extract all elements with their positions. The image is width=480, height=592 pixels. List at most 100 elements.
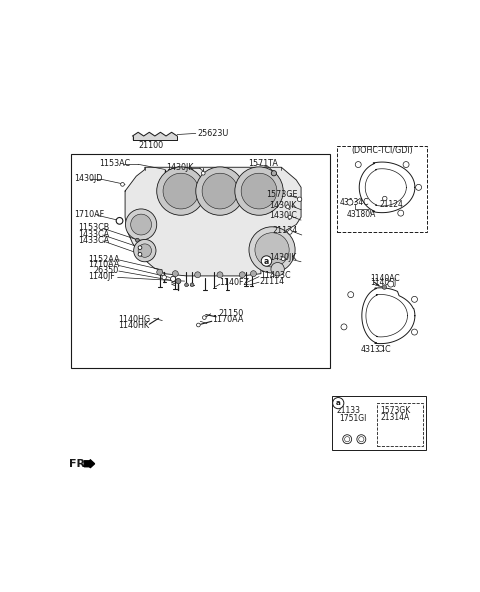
Circle shape: [416, 184, 421, 191]
Text: a: a: [336, 400, 341, 406]
Circle shape: [403, 162, 409, 168]
Text: 21150: 21150: [218, 308, 243, 317]
Circle shape: [271, 262, 284, 276]
Polygon shape: [125, 169, 301, 195]
Text: 21100: 21100: [139, 141, 164, 150]
Text: 1430JK: 1430JK: [166, 163, 193, 172]
Text: 1433CA: 1433CA: [78, 236, 109, 244]
Text: 21124: 21124: [380, 200, 404, 208]
Text: 1140JF: 1140JF: [88, 272, 115, 281]
Circle shape: [185, 283, 188, 287]
Text: 1140HG: 1140HG: [118, 316, 150, 324]
Circle shape: [163, 173, 199, 209]
Circle shape: [249, 227, 295, 273]
Bar: [71, 154, 330, 368]
Circle shape: [348, 292, 354, 298]
Text: 1573GE: 1573GE: [266, 189, 298, 198]
Circle shape: [120, 182, 124, 186]
Polygon shape: [359, 162, 415, 213]
Text: 1430JK: 1430JK: [269, 201, 297, 210]
Circle shape: [398, 210, 404, 216]
Circle shape: [241, 173, 277, 209]
Circle shape: [195, 272, 201, 278]
Text: 1153AC: 1153AC: [99, 159, 131, 168]
Circle shape: [240, 272, 245, 278]
Circle shape: [341, 324, 347, 330]
Circle shape: [378, 346, 384, 352]
Circle shape: [176, 278, 181, 284]
Text: 1140AC: 1140AC: [371, 274, 400, 283]
Text: 1573GK: 1573GK: [380, 406, 410, 415]
Polygon shape: [362, 288, 415, 343]
Circle shape: [251, 271, 256, 276]
Text: 43180A: 43180A: [347, 210, 376, 220]
Text: 26350: 26350: [94, 266, 119, 275]
Circle shape: [343, 435, 352, 443]
Text: 1751GI: 1751GI: [339, 414, 366, 423]
Circle shape: [347, 200, 353, 205]
Circle shape: [156, 167, 205, 215]
Text: 1140HK: 1140HK: [118, 320, 149, 330]
Text: (DOHC-TCI/GDI): (DOHC-TCI/GDI): [351, 146, 413, 156]
Circle shape: [131, 214, 152, 235]
Text: 21114: 21114: [260, 276, 285, 285]
Circle shape: [138, 244, 152, 258]
Circle shape: [388, 281, 394, 287]
Text: FR.: FR.: [69, 459, 90, 469]
Circle shape: [203, 316, 206, 320]
Text: 1433CA: 1433CA: [78, 230, 109, 239]
Text: 11403C: 11403C: [260, 271, 290, 280]
Circle shape: [196, 167, 244, 215]
Text: 1140EJ: 1140EJ: [371, 278, 397, 288]
Circle shape: [170, 276, 176, 281]
Circle shape: [162, 275, 167, 279]
Bar: [377, 403, 423, 446]
Circle shape: [255, 233, 289, 267]
Circle shape: [135, 239, 139, 242]
Text: 25623U: 25623U: [197, 129, 228, 138]
Circle shape: [288, 230, 292, 234]
Circle shape: [196, 323, 200, 327]
Circle shape: [383, 197, 387, 201]
Polygon shape: [125, 168, 301, 276]
Circle shape: [172, 271, 178, 276]
Text: 1153CB: 1153CB: [78, 223, 109, 232]
Bar: [332, 395, 426, 449]
Circle shape: [271, 170, 276, 176]
Text: 1430JD: 1430JD: [74, 174, 103, 184]
Text: 21124: 21124: [272, 226, 297, 235]
Text: 1140FZ: 1140FZ: [219, 278, 249, 288]
Text: 1571TA: 1571TA: [248, 159, 278, 168]
Text: 1710AF: 1710AF: [74, 210, 104, 219]
Circle shape: [138, 252, 142, 256]
Circle shape: [281, 257, 285, 260]
Circle shape: [357, 435, 366, 443]
Circle shape: [297, 197, 302, 201]
Circle shape: [235, 167, 283, 215]
Text: a: a: [264, 256, 269, 266]
Circle shape: [217, 272, 223, 278]
Bar: [337, 146, 427, 232]
Circle shape: [202, 171, 205, 175]
Circle shape: [138, 246, 142, 249]
Text: 21133: 21133: [336, 406, 360, 415]
Text: 43134C: 43134C: [360, 345, 391, 353]
Text: 1152AA: 1152AA: [88, 255, 120, 263]
Circle shape: [157, 269, 163, 275]
Circle shape: [345, 437, 350, 442]
Text: 1170AA: 1170AA: [213, 316, 244, 324]
Circle shape: [133, 239, 156, 262]
Circle shape: [202, 173, 238, 209]
Circle shape: [288, 215, 292, 219]
Circle shape: [355, 162, 361, 168]
Circle shape: [411, 297, 418, 303]
FancyArrow shape: [84, 459, 95, 468]
Circle shape: [261, 256, 272, 266]
Circle shape: [116, 217, 123, 224]
Circle shape: [411, 329, 418, 335]
Text: 1430JC: 1430JC: [269, 211, 297, 220]
Circle shape: [359, 437, 364, 442]
Text: 21314A: 21314A: [380, 413, 409, 422]
Circle shape: [125, 209, 156, 240]
Circle shape: [190, 283, 194, 287]
